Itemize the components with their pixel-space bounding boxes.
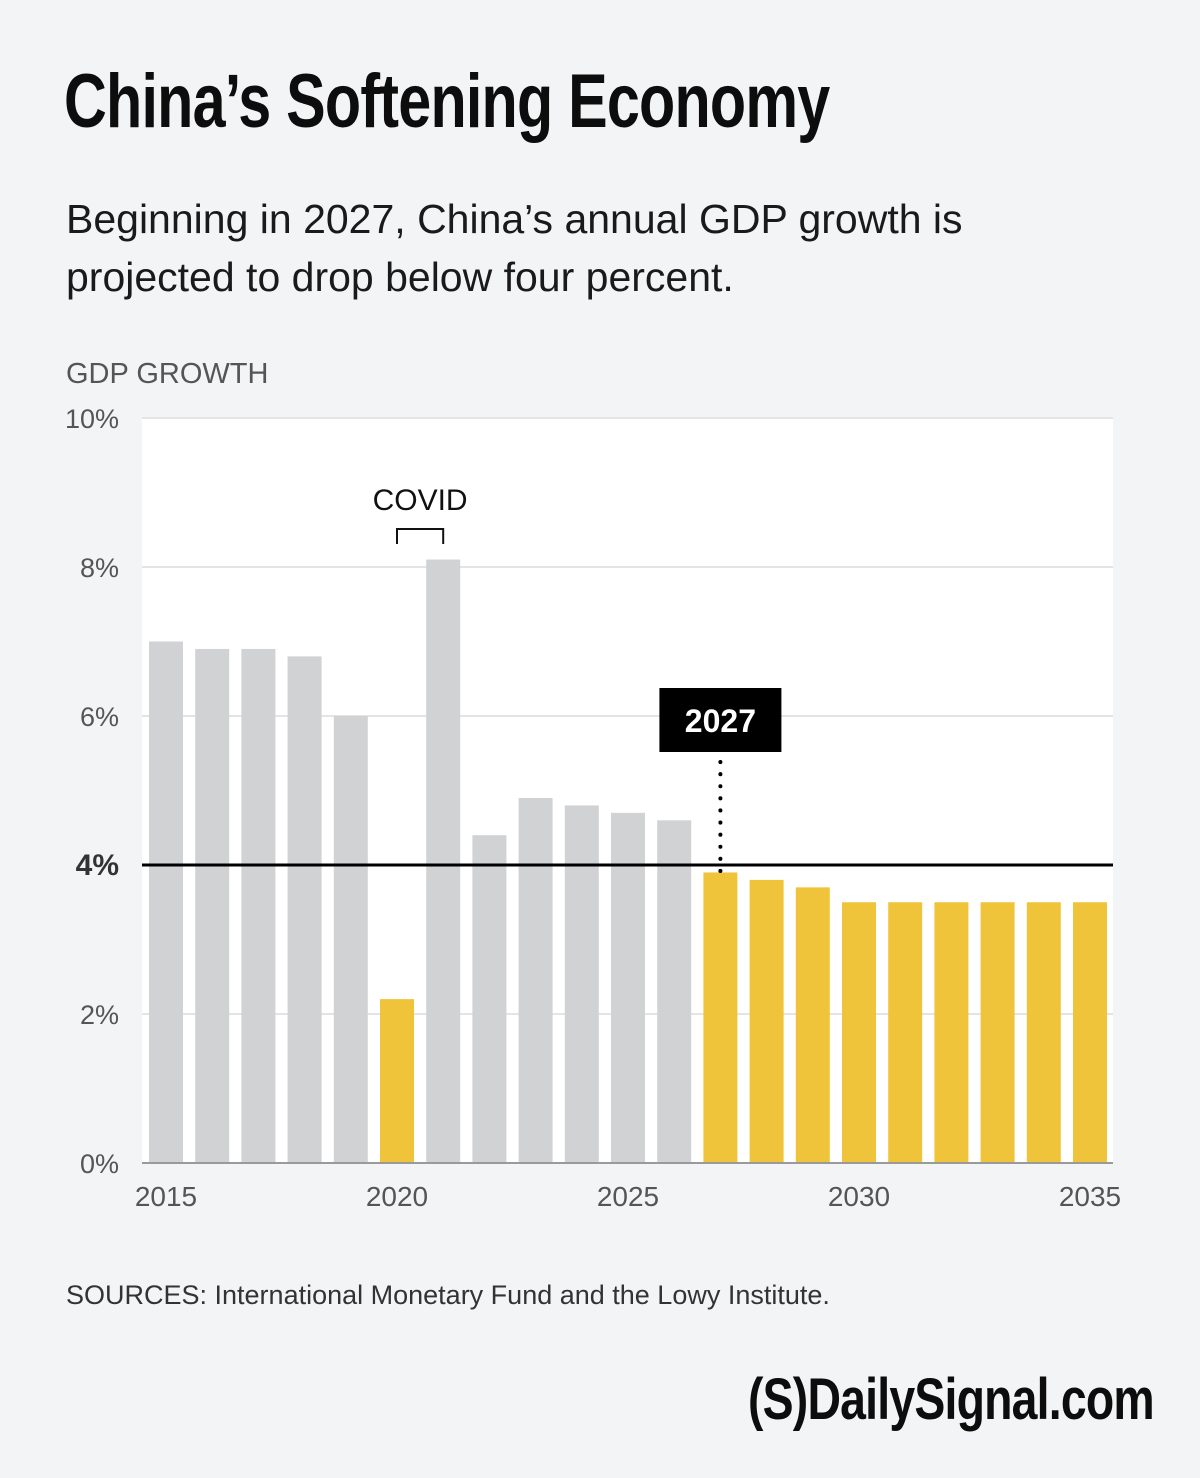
x-tick-label: 2025 (597, 1181, 659, 1212)
bar-2020 (380, 999, 414, 1163)
y-tick-label: 10% (65, 404, 119, 434)
annotations: COVID 2027 (142, 484, 1113, 879)
y-tick-label: 6% (80, 702, 119, 732)
callout-label-2027: 2027 (685, 703, 756, 739)
bar-2024 (564, 805, 599, 1163)
callout-box-2027 (659, 688, 782, 752)
x-tick-label: 2035 (1059, 1181, 1121, 1212)
y-ticks: 0% 2% 4% 6% 8% 10% (65, 404, 119, 1179)
x-tick-label: 2015 (135, 1181, 197, 1212)
covid-label: COVID (373, 484, 468, 517)
x-tick-label: 2020 (366, 1181, 428, 1212)
y-tick-label: 8% (80, 553, 119, 583)
bar-2022 (472, 835, 507, 1163)
bar-2026 (657, 820, 692, 1163)
covid-bracket (396, 528, 445, 544)
y-axis-label: GDP GROWTH (66, 358, 269, 390)
bar-2032 (934, 902, 969, 1163)
source-note: SOURCES: International Monetary Fund and… (66, 1280, 830, 1310)
chart-title: China’s Softening Economy (64, 59, 830, 144)
daily-signal-logo: (S)DailySignal.com (748, 1367, 1155, 1432)
bar-2035 (1073, 902, 1107, 1163)
bar-2016 (195, 648, 230, 1163)
chart-subtitle: Beginning in 2027, China’s annual GDP gr… (66, 196, 963, 300)
bar-2018 (287, 656, 322, 1163)
bar-2023 (518, 797, 553, 1163)
bar-2034 (1026, 902, 1061, 1163)
bar-2021 (426, 559, 461, 1163)
y-tick-label: 2% (80, 1000, 119, 1030)
bar-2017 (241, 648, 276, 1163)
bar-2027 (703, 872, 738, 1163)
bar-2015 (149, 641, 183, 1163)
bar-2031 (888, 902, 923, 1163)
bars (142, 559, 1113, 1164)
bar-2029 (795, 887, 830, 1163)
x-ticks: 2015 2020 2025 2030 2035 (135, 1181, 1121, 1212)
bar-2028 (749, 879, 784, 1163)
bar-2019 (333, 716, 368, 1163)
y-tick-label: 4% (76, 849, 119, 882)
x-tick-label: 2030 (828, 1181, 890, 1212)
bar-2030 (842, 902, 876, 1163)
bar-2025 (611, 812, 645, 1163)
y-tick-label: 0% (80, 1149, 119, 1179)
bar-2033 (980, 902, 1015, 1163)
